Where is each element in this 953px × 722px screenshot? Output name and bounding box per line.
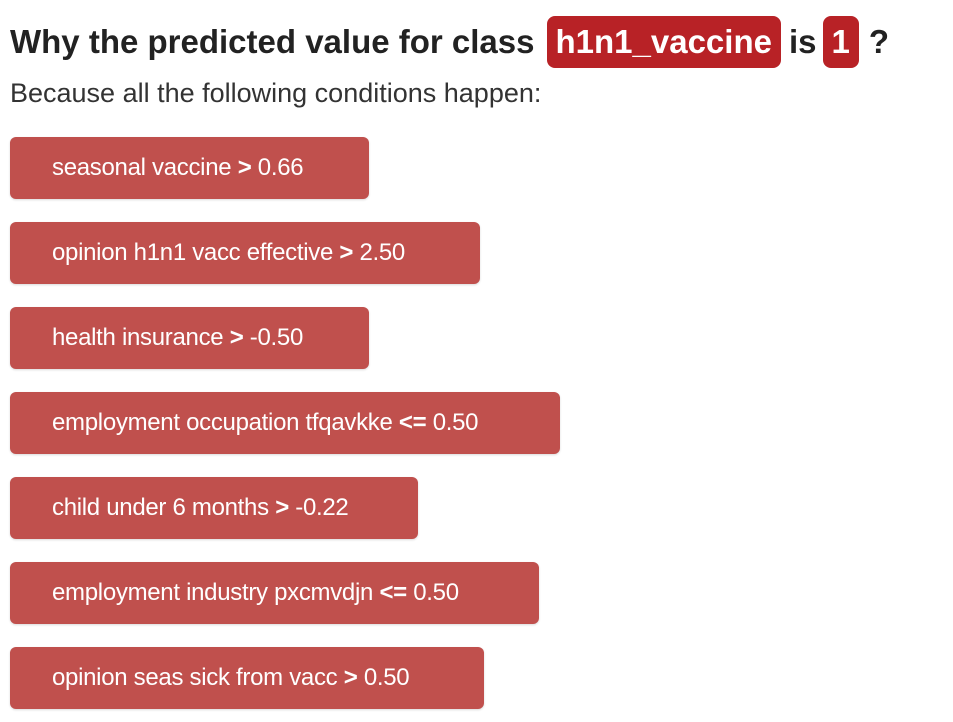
condition-feature: opinion seas sick from vacc	[52, 664, 338, 691]
condition-operator: >	[339, 239, 354, 266]
condition-item: employment industry pxcmvdjn <= 0.50	[10, 562, 539, 624]
condition-value: 2.50	[359, 239, 405, 266]
condition-value: -0.50	[249, 324, 304, 351]
condition-feature: seasonal vaccine	[52, 154, 232, 181]
condition-value: 0.50	[413, 579, 459, 606]
condition-operator: >	[343, 664, 358, 691]
condition-item: employment occupation tfqavkke <= 0.50	[10, 392, 560, 454]
predicted-value-badge: 1	[822, 16, 859, 68]
page-title: Why the predicted value for class h1n1_v…	[10, 16, 889, 68]
condition-item: opinion seas sick from vacc > 0.50	[10, 647, 484, 709]
condition-item: seasonal vaccine > 0.66	[10, 137, 369, 199]
condition-feature: employment industry pxcmvdjn	[52, 579, 374, 606]
condition-item: health insurance > -0.50	[10, 307, 369, 369]
condition-value: 0.66	[257, 154, 304, 181]
title-suffix: ?	[868, 23, 890, 60]
title-prefix: Why the predicted value for class	[10, 23, 535, 60]
condition-feature: employment occupation tfqavkke	[52, 409, 393, 436]
condition-feature: opinion h1n1 vacc effective	[52, 239, 333, 266]
condition-value: 0.50	[432, 409, 479, 436]
class-badge: h1n1_vaccine	[546, 16, 781, 68]
condition-operator: >	[275, 494, 289, 521]
condition-value: -0.22	[295, 494, 349, 521]
condition-value: 0.50	[363, 664, 410, 691]
condition-feature: health insurance	[52, 324, 224, 351]
title-middle: is	[788, 23, 817, 60]
condition-operator: >	[229, 324, 244, 351]
condition-operator: <=	[398, 409, 427, 436]
condition-item: opinion h1n1 vacc effective > 2.50	[10, 222, 480, 284]
condition-operator: >	[237, 154, 252, 181]
subtitle: Because all the following conditions hap…	[10, 78, 542, 108]
condition-operator: <=	[379, 579, 407, 606]
condition-feature: child under 6 months	[52, 494, 269, 521]
condition-item: child under 6 months > -0.22	[10, 477, 418, 539]
